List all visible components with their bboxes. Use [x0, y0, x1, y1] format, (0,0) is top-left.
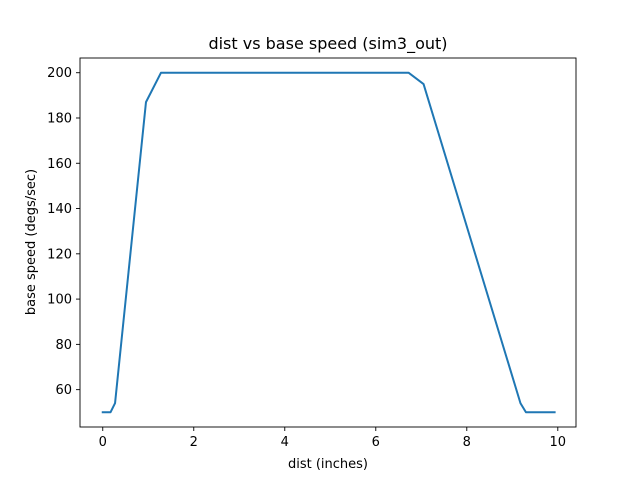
axes-frame	[79, 57, 577, 428]
x-tick-label: 6	[372, 435, 380, 450]
chart-title: dist vs base speed (sim3_out)	[208, 34, 447, 54]
x-tick-label: 0	[99, 435, 107, 450]
y-axis-label: base speed (degs/sec)	[24, 169, 39, 315]
y-tick-label: 160	[47, 157, 72, 172]
x-axis-label: dist (inches)	[288, 457, 368, 472]
y-tick-label: 120	[47, 247, 72, 262]
y-tick-label: 140	[47, 202, 72, 217]
y-axis-ticks: 60 80 100 120 140 160 180 200	[47, 66, 80, 398]
series-layer	[101, 71, 556, 414]
y-tick-label: 180	[47, 111, 72, 126]
y-tick-label: 200	[47, 66, 72, 81]
x-tick-label: 10	[550, 435, 567, 450]
x-tick-label: 8	[463, 435, 471, 450]
plot-area	[80, 58, 576, 427]
series-line	[101, 71, 556, 414]
y-tick-label: 60	[55, 383, 72, 398]
x-tick-label: 2	[190, 435, 198, 450]
x-axis-ticks: 0 2 4 6 8 10	[99, 427, 566, 450]
y-tick-label: 80	[55, 338, 72, 353]
y-tick-label: 100	[47, 293, 72, 308]
x-tick-label: 4	[281, 435, 289, 450]
